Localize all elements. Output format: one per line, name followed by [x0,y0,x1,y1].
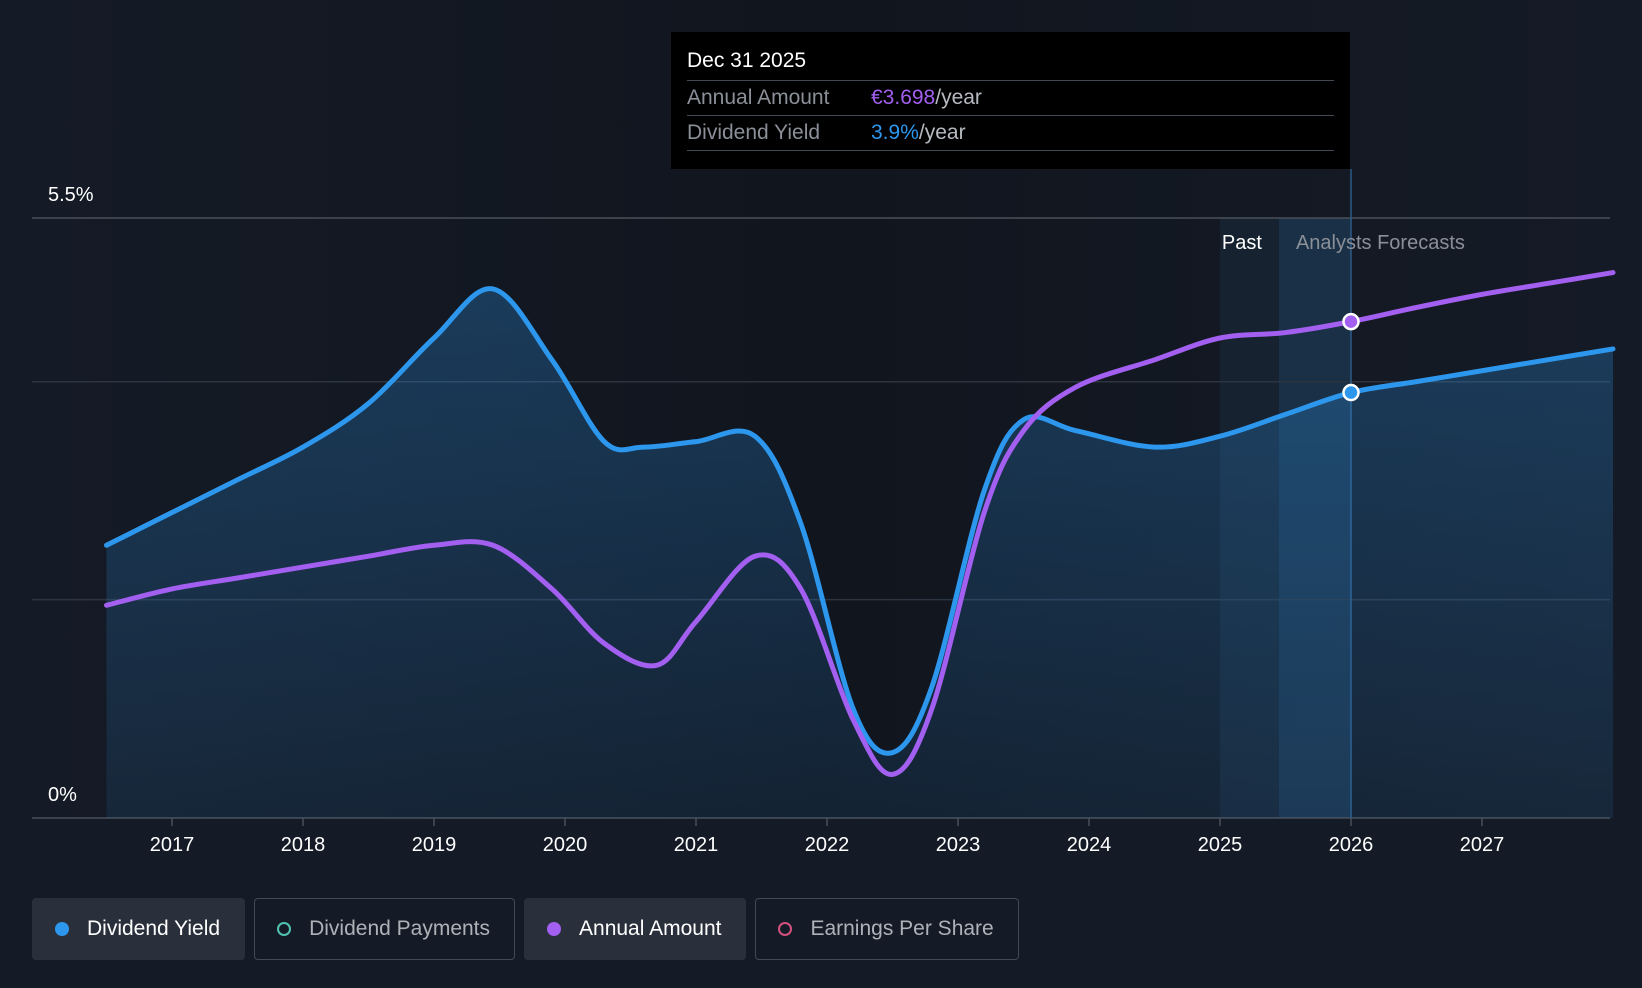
zone-label-forecast: Analysts Forecasts [1296,232,1465,254]
legend-label: Dividend Yield [87,917,221,940]
tooltip-row-annual-amount: Annual Amount €3.698 /year [687,81,1334,116]
y-label-top: 5.5% [48,184,94,206]
tooltip-value-annual-amount: €3.698 [871,86,936,109]
y-label-bottom: 0% [48,784,77,806]
legend-earnings-per-share[interactable]: Earnings Per Share [755,898,1019,960]
legend-ring-icon [277,922,292,936]
x-tick-label: 2021 [674,834,719,856]
x-tick-label: 2023 [936,834,981,856]
legend-dot-icon [55,922,69,936]
x-tick-label: 2024 [1067,834,1112,856]
x-tick-label: 2019 [412,834,457,856]
x-tick-label: 2026 [1329,834,1374,856]
chart-tooltip: Dec 31 2025 Annual Amount €3.698 /year D… [671,32,1350,169]
chart-legend: Dividend Yield Dividend Payments Annual … [32,898,1019,960]
legend-label: Earnings Per Share [810,917,994,940]
tooltip-label-annual-amount: Annual Amount [687,86,830,109]
x-tick-label: 2022 [805,834,850,856]
tooltip-unit-dividend-yield: /year [918,121,966,144]
x-tick-label: 2027 [1460,834,1505,856]
x-tick-label: 2017 [150,834,195,856]
tooltip-row-dividend-yield: Dividend Yield 3.9% /year [687,116,1334,151]
zone-label-past: Past [1222,232,1262,254]
tooltip-date: Dec 31 2025 [687,46,1334,81]
x-tick-label: 2025 [1198,834,1243,856]
legend-annual-amount[interactable]: Annual Amount [524,898,747,960]
x-tick-label: 2020 [543,834,588,856]
legend-dividend-payments[interactable]: Dividend Payments [254,898,516,960]
legend-label: Annual Amount [579,917,722,940]
series-line-0 [104,286,1616,756]
legend-dividend-yield[interactable]: Dividend Yield [32,898,246,960]
tooltip-label-dividend-yield: Dividend Yield [687,121,821,144]
series-area-0 [106,288,1613,818]
legend-label: Dividend Payments [309,917,491,940]
series-marker-1 [1342,312,1360,331]
legend-ring-icon [778,922,793,936]
legend-dot-icon [547,922,562,936]
tooltip-unit-annual-amount: /year [935,86,982,109]
series-marker-0 [1342,383,1360,402]
x-tick-label: 2018 [281,834,326,856]
series-line-1 [104,270,1616,777]
tooltip-value-dividend-yield: 3.9% [871,121,919,144]
